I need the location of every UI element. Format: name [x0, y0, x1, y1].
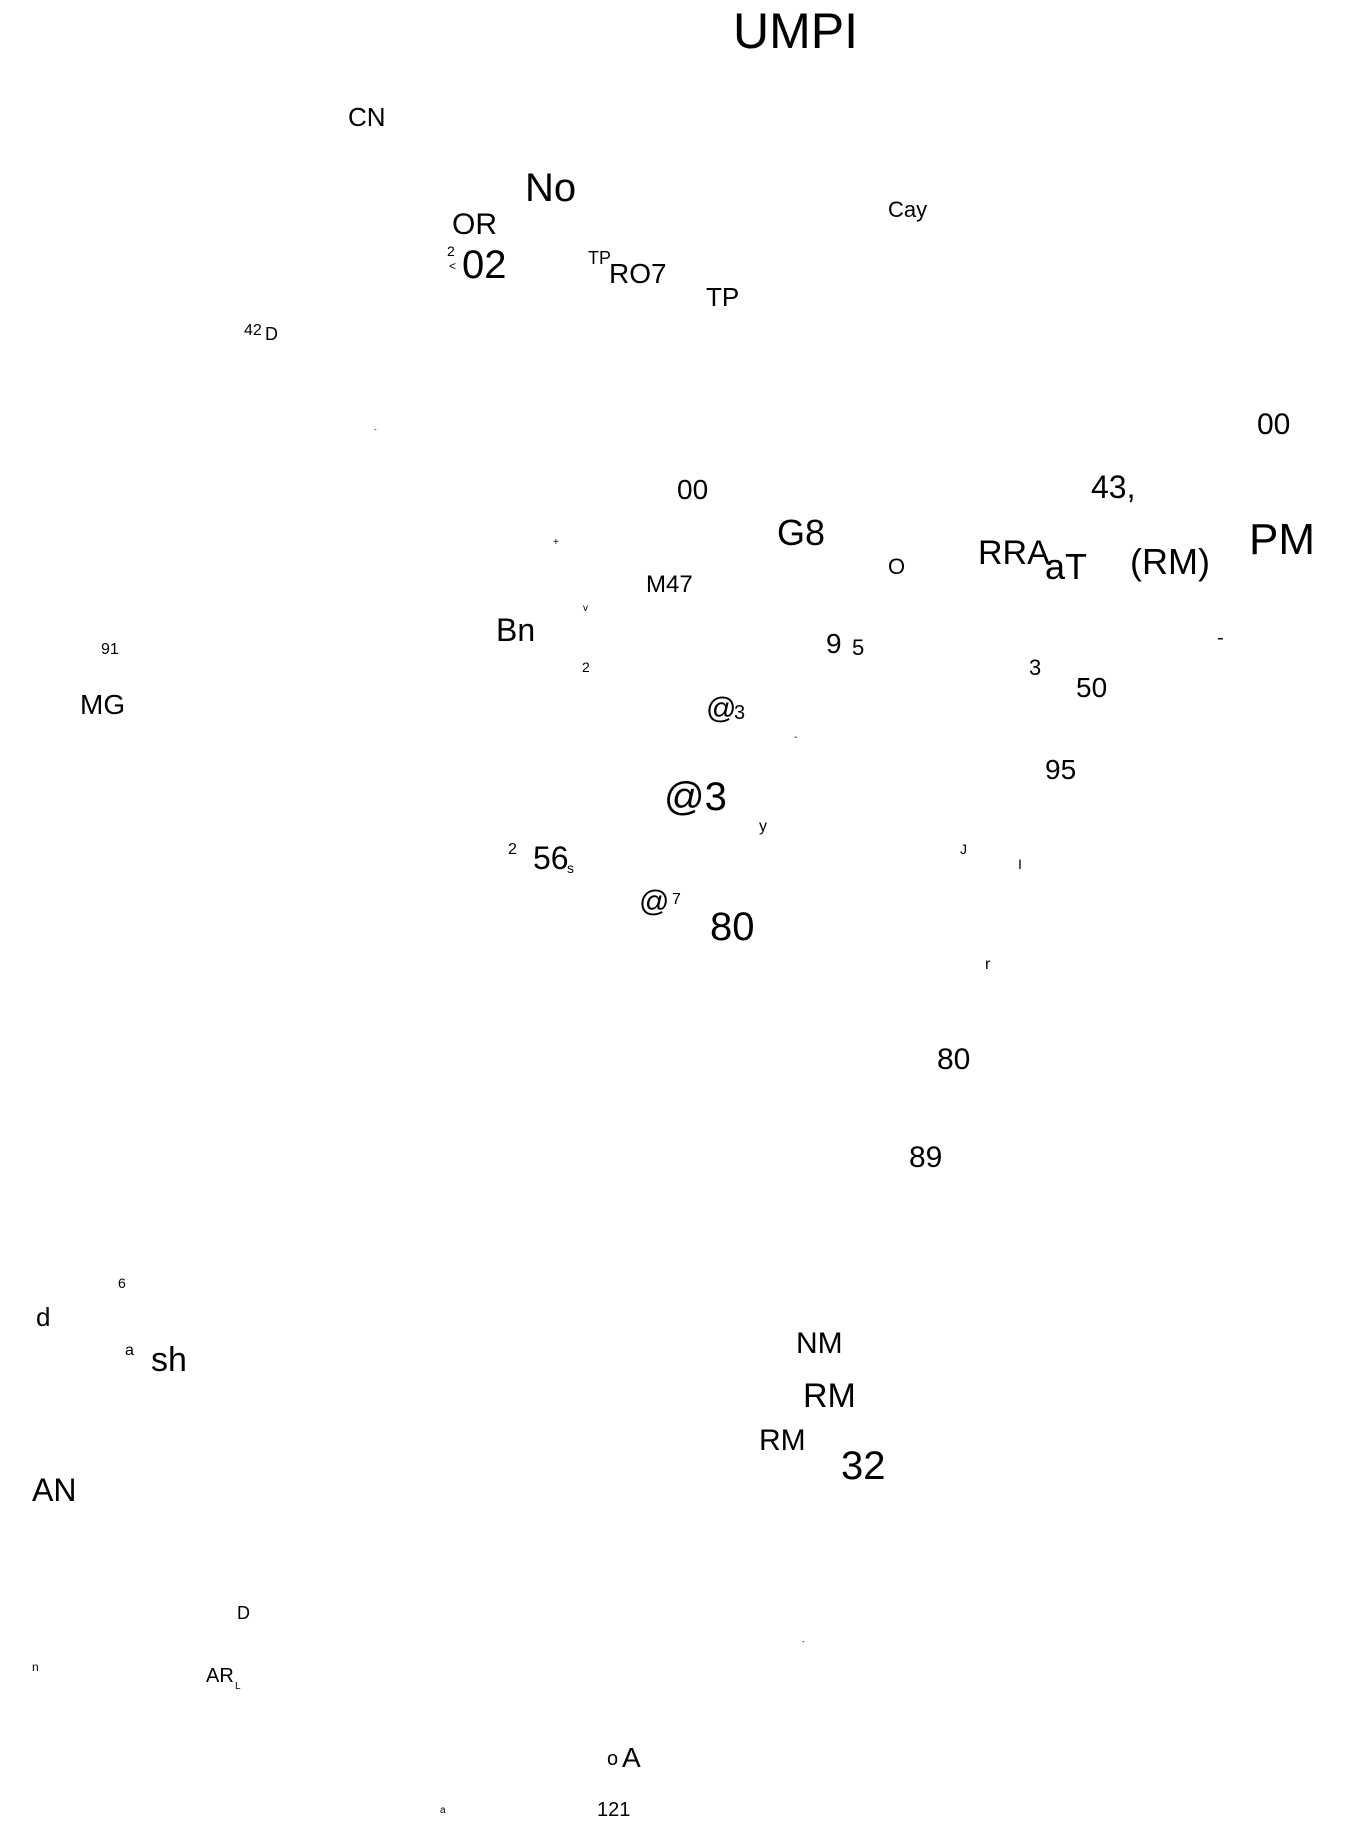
fragment-o: O: [888, 554, 906, 579]
fragment-o-small: o: [607, 1748, 619, 1770]
fragment-mg: MG: [80, 689, 126, 720]
fragment-plus: +: [553, 537, 559, 548]
fragment-d-2: D: [237, 1603, 250, 1623]
fragment-g8: G8: [777, 512, 826, 553]
fragment-dash-4: -: [802, 1637, 805, 1646]
fragment-50: 50: [1076, 672, 1108, 703]
fragment-at: aT: [1045, 546, 1088, 587]
fragment-42: 42: [244, 322, 262, 339]
fragment-80-large: 80: [710, 905, 755, 949]
fragment-at3: @3: [664, 775, 727, 819]
fragment-lt: <: [449, 259, 457, 273]
fragment-a: A: [622, 1742, 641, 1773]
fragment-rm-2: RM: [759, 1424, 806, 1457]
fragment-y: y: [759, 818, 767, 835]
fragment-6: 6: [118, 1275, 126, 1291]
fragment-3-b: 3: [734, 702, 746, 724]
fragment-95: 95: [1045, 754, 1077, 785]
fragment-l: L: [235, 1681, 241, 1692]
fragment-5: 5: [852, 635, 865, 660]
fragment-00: 00: [677, 474, 709, 505]
fragment-56: 56: [533, 840, 569, 876]
fragment-rra: RRA: [978, 534, 1050, 572]
fragment-n: n: [32, 1660, 39, 1674]
fragment-s: s: [567, 860, 574, 876]
fragment-a-small: a: [125, 1342, 134, 1359]
fragment-rm-paren: (RM): [1130, 541, 1210, 582]
fragment-dash-2: -: [1217, 627, 1224, 649]
fragment-bn: Bn: [496, 612, 536, 648]
fragment-9: 9: [826, 628, 842, 659]
fragment-j: J: [960, 841, 967, 857]
fragment-dash-3: -: [794, 732, 798, 743]
fragment-rm-1: RM: [803, 1377, 856, 1415]
fragment-91: 91: [101, 641, 119, 658]
fragment-r: r: [985, 956, 991, 973]
fragment-cay: Cay: [888, 197, 928, 222]
fragment-tp-small: TP: [588, 248, 612, 268]
fragment-pm: PM: [1249, 515, 1315, 564]
fragment-a-tiny: a: [440, 1805, 446, 1816]
fragment-ar: AR: [206, 1665, 234, 1687]
fragment-3: 3: [1029, 655, 1042, 680]
fragment-sup-2: 2: [447, 243, 455, 259]
fragment-nm: NM: [796, 1327, 843, 1360]
fragment-m47: M47: [646, 571, 693, 598]
fragment-v: v: [583, 603, 588, 614]
fragment-d-lower: d: [36, 1302, 51, 1332]
fragment-dash-1: -: [374, 425, 377, 434]
fragment-i: I: [1018, 856, 1022, 872]
fragment-tp: TP: [706, 282, 740, 312]
fragment-sh: sh: [151, 1341, 187, 1379]
fragment-2-b: 2: [508, 841, 517, 858]
fragment-d: D: [265, 324, 278, 344]
fragment-ro7: RO7: [609, 258, 667, 289]
fragment-89: 89: [909, 1141, 943, 1174]
fragment-at-sign-1: @: [706, 692, 737, 725]
fragment-7: 7: [672, 891, 681, 908]
fragment-32: 32: [841, 1444, 886, 1488]
fragment-02: 02: [462, 243, 507, 287]
fragment-00-right: 00: [1257, 408, 1291, 441]
fragment-no: No: [525, 166, 577, 210]
fragment-2-a: 2: [582, 659, 590, 675]
fragment-80: 80: [937, 1043, 971, 1076]
fragment-umpi: UMPI: [733, 3, 858, 59]
fragment-43: 43,: [1091, 469, 1136, 505]
fragment-at-sign-2: @: [639, 885, 670, 918]
fragment-121: 121: [597, 1799, 631, 1821]
fragment-or: OR: [452, 208, 497, 241]
fragment-an: AN: [32, 1472, 77, 1508]
fragment-cn: CN: [348, 102, 386, 132]
